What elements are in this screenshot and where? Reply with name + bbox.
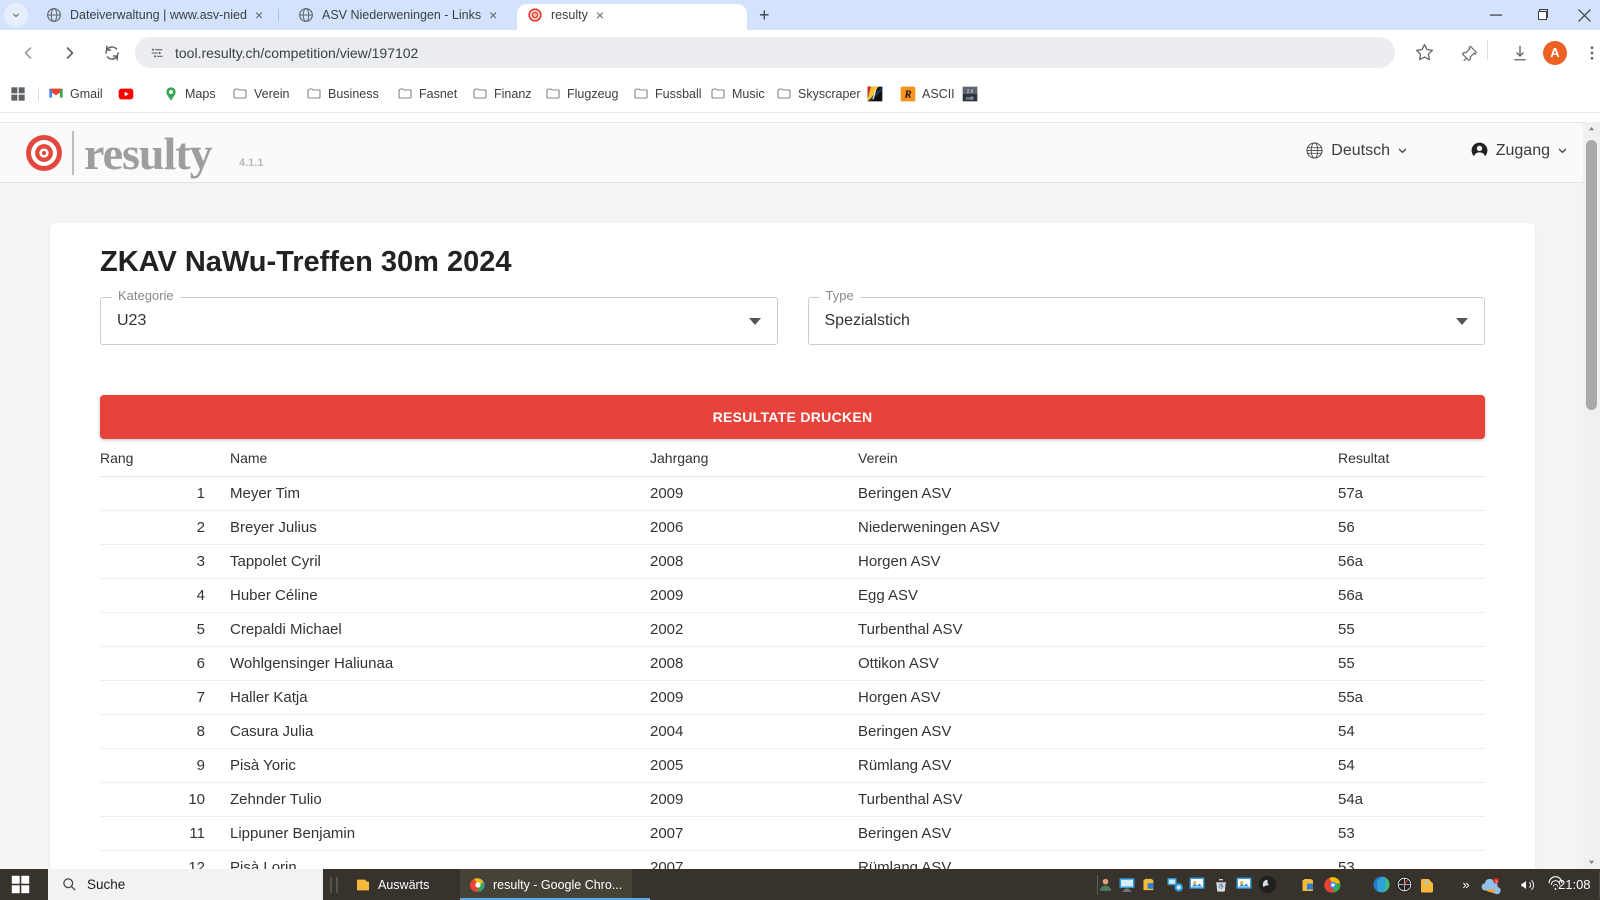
svg-text:R: R <box>903 89 911 100</box>
svg-text:2.0: 2.0 <box>967 89 974 94</box>
svg-text:calc: calc <box>966 96 975 101</box>
